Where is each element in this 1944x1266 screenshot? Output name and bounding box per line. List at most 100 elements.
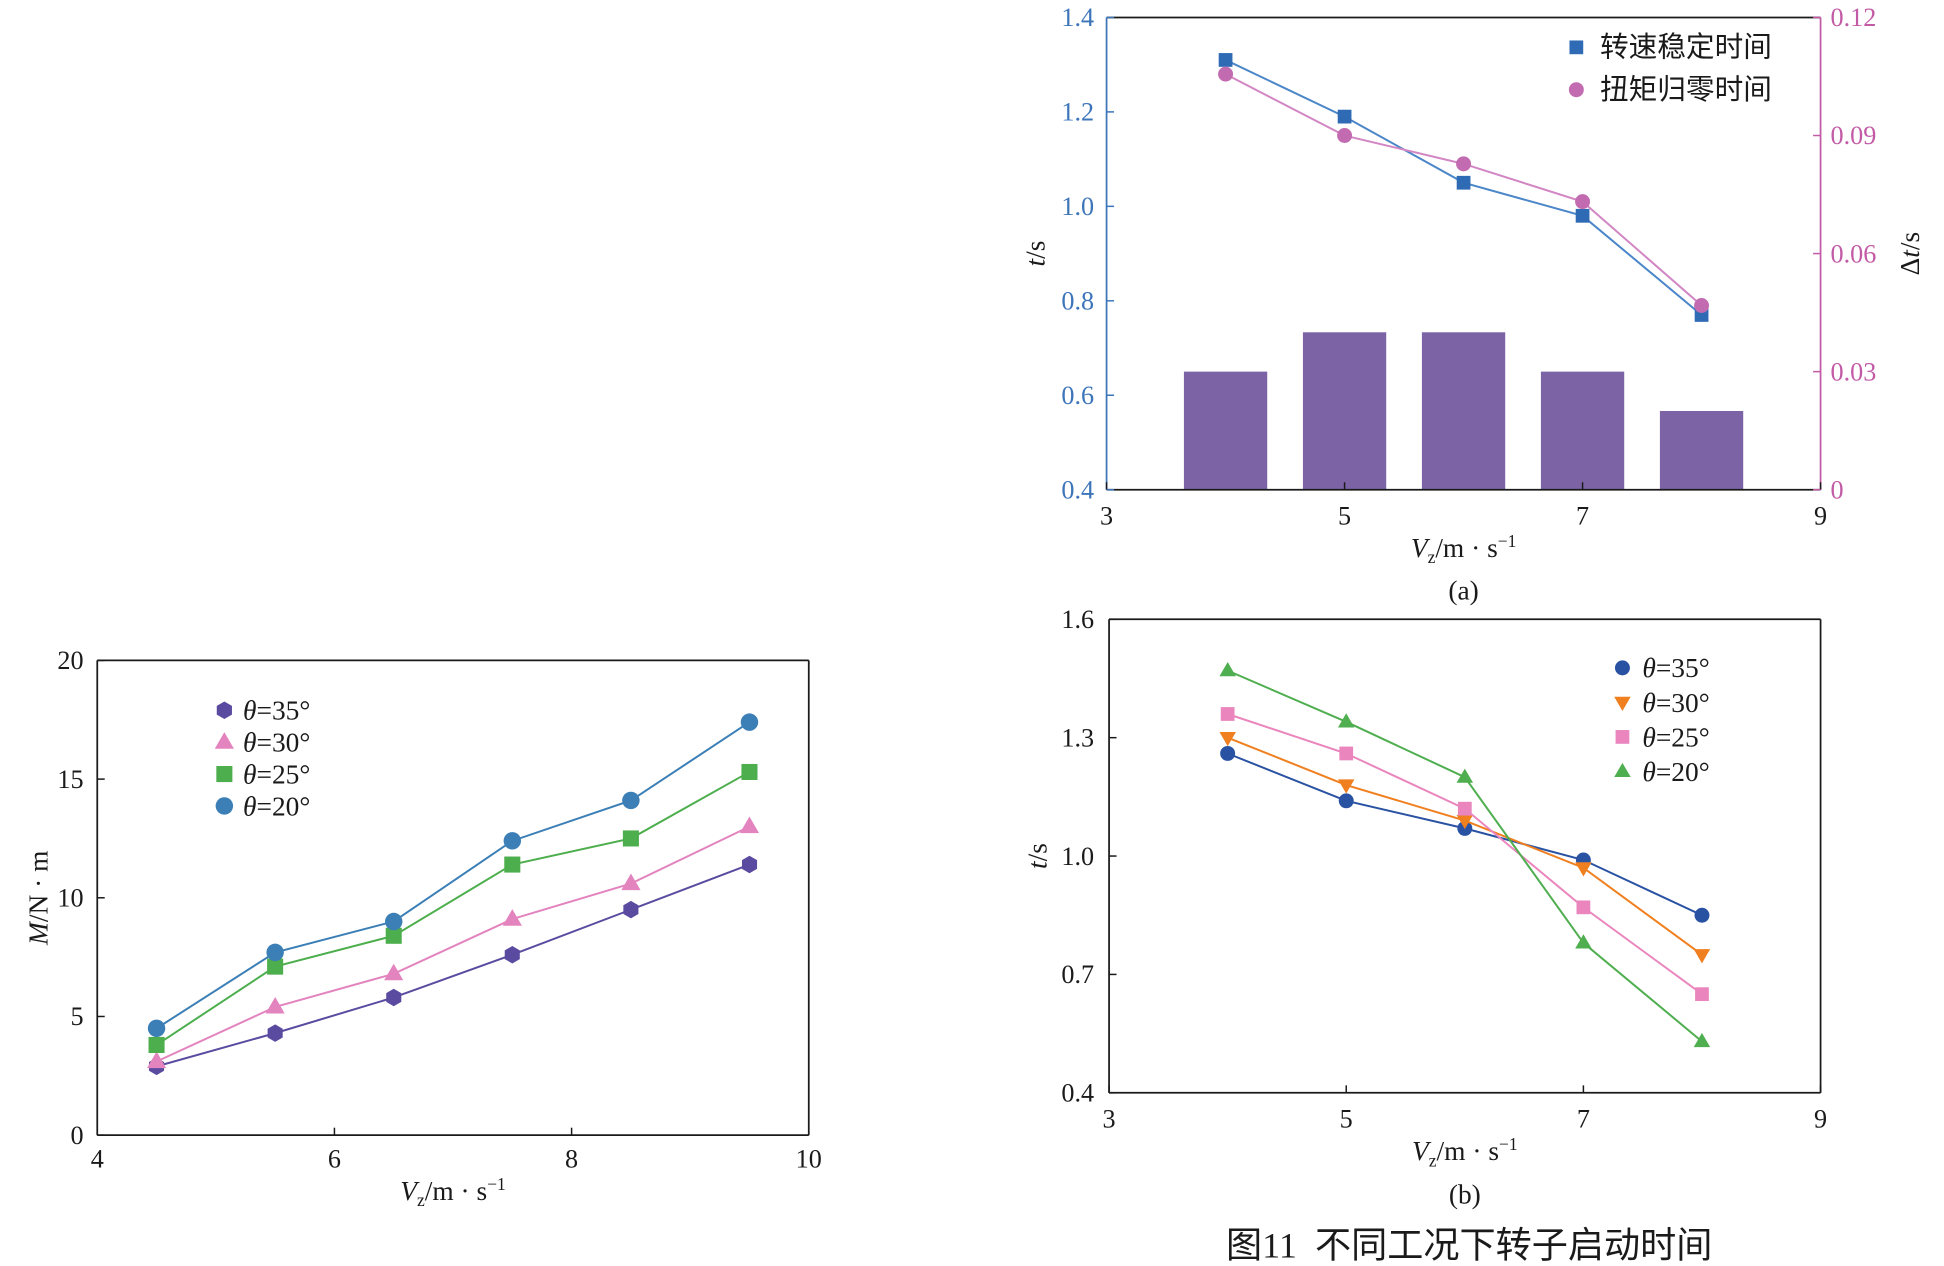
y2-tick-label-5: 0.12 xyxy=(1831,3,1877,32)
series-1-point-5 xyxy=(623,900,639,919)
y-tick-label-1: 0.4 xyxy=(1061,1079,1094,1108)
y-axis-label-unit: /s xyxy=(1020,241,1050,259)
x-tick-label-1: 3 xyxy=(1103,1105,1116,1134)
x-axis-label-unit: /m · s xyxy=(1437,1136,1499,1166)
series-2-point-2 xyxy=(1337,128,1353,143)
legend-label-text: 转速稳定时间 xyxy=(1600,32,1772,64)
legend-label-2: θ=30° xyxy=(243,728,310,758)
legend-label-symbol: θ xyxy=(243,696,256,726)
legend-label-symbol: θ xyxy=(243,759,256,789)
x-tick-label-4: 9 xyxy=(1814,1105,1827,1134)
y-axis-label-variable: t xyxy=(1023,860,1053,869)
y2-axis-label-unit: /s xyxy=(1895,232,1925,250)
y2-axis-label-variable: t xyxy=(1895,249,1925,258)
y-tick-label-5: 20 xyxy=(57,646,83,675)
series-4-point-3 xyxy=(385,912,403,931)
x-tick-label-3: 7 xyxy=(1577,1105,1590,1134)
series-2-point-1 xyxy=(1218,66,1234,82)
series-1-point-2 xyxy=(1337,109,1352,124)
y-axis-label: M/N · m xyxy=(23,851,53,946)
series-line-1 xyxy=(156,863,750,1068)
series-2-point-2 xyxy=(265,996,285,1014)
y-axis-label-variable: t xyxy=(1020,258,1050,267)
y2-tick-label-4: 0.09 xyxy=(1831,121,1877,150)
panel-label: (a) xyxy=(1448,575,1478,605)
series-4-point-1 xyxy=(147,1019,166,1038)
y-axis-label-unit: /N · m xyxy=(23,851,53,923)
y-axis-label-variable: M xyxy=(23,920,53,946)
figure-caption: 图11 不同工况下转子启动时间 xyxy=(1226,1225,1712,1265)
series-2-point-3 xyxy=(384,963,404,981)
legend-label-3: θ=25° xyxy=(243,759,310,789)
y-tick-label-3: 0.8 xyxy=(1061,287,1094,316)
panel-label: (b) xyxy=(1449,1180,1481,1210)
x-axis-label: Vz/m · s−1 xyxy=(1411,531,1517,567)
series-2-point-4 xyxy=(1575,862,1592,877)
x-axis-label-subscript: z xyxy=(417,1190,425,1210)
series-line-2 xyxy=(156,825,750,1063)
series-line-3 xyxy=(1227,713,1703,995)
delta-t-bar-1 xyxy=(1183,371,1268,490)
legend-label-4: θ=20° xyxy=(1642,757,1709,787)
series-4-point-4 xyxy=(503,832,522,850)
x-axis-label-superscript: −1 xyxy=(1499,1134,1518,1154)
legend-marker-3 xyxy=(216,766,233,783)
series-line-2 xyxy=(1225,73,1703,307)
x-tick-label-1: 3 xyxy=(1100,502,1113,531)
y2-axis-label: Δt/s xyxy=(1895,232,1925,276)
x-axis-label-variable: V xyxy=(1411,533,1431,563)
series-4-point-2 xyxy=(1337,713,1355,728)
x-tick-label-2: 5 xyxy=(1338,502,1351,531)
x-axis-label-superscript: −1 xyxy=(487,1174,506,1194)
series-1-point-3 xyxy=(1456,175,1471,190)
x-axis-label-variable: V xyxy=(400,1176,420,1206)
series-3-point-4 xyxy=(1576,900,1591,915)
series-4-point-4 xyxy=(1575,934,1592,949)
series-2-point-1 xyxy=(146,1051,167,1069)
x-axis-label-superscript: −1 xyxy=(1498,531,1517,551)
x-tick-label-2: 5 xyxy=(1340,1105,1353,1134)
series-3-point-1 xyxy=(1220,707,1235,721)
y-tick-label-5: 1.2 xyxy=(1061,98,1094,127)
legend-marker-2 xyxy=(1614,696,1631,712)
delta-t-bar-5 xyxy=(1659,410,1744,490)
series-4-point-6 xyxy=(740,713,759,731)
y-tick-label-4: 1.0 xyxy=(1061,192,1094,221)
series-3-point-5 xyxy=(622,830,639,847)
series-3-point-2 xyxy=(1339,746,1354,761)
chart-a-startup-time: 3 5 7 9 0.4 0.6 0.8 1.0 1.2 1.4 0 0.03 0.06 0.09 0.12 V… xyxy=(1020,3,1925,605)
legend-label-symbol: θ xyxy=(243,728,256,758)
x-tick-label-3: 8 xyxy=(565,1145,578,1174)
legend-label-3: θ=25° xyxy=(1642,722,1709,752)
y2-tick-label-2: 0.03 xyxy=(1831,357,1877,386)
series-2-point-6 xyxy=(739,816,760,834)
series-2-point-3 xyxy=(1456,814,1474,830)
y-tick-label-1: 0.4 xyxy=(1061,475,1094,504)
series-1-point-2 xyxy=(267,1024,283,1042)
x-axis-label-unit: /m · s xyxy=(1435,533,1497,563)
legend-label-value: =20° xyxy=(1656,757,1710,787)
y-tick-label-3: 1.0 xyxy=(1061,842,1094,871)
legend-label-symbol: θ xyxy=(1642,653,1655,683)
x-tick-label-1: 4 xyxy=(91,1145,104,1174)
legend-label-1: 转速稳定时间 xyxy=(1600,32,1772,64)
y2-tick-label-3: 0.06 xyxy=(1831,239,1877,268)
legend-marker-1 xyxy=(1614,660,1630,676)
series-3-point-6 xyxy=(741,763,758,781)
series-4-point-5 xyxy=(622,791,640,810)
x-axis-label-unit: /m · s xyxy=(425,1176,487,1206)
y-tick-label-4: 1.3 xyxy=(1061,723,1094,752)
legend-marker-2 xyxy=(1568,82,1584,98)
x-tick-label-3: 7 xyxy=(1576,502,1589,531)
series-1-point-1 xyxy=(1220,745,1236,761)
series-3-point-4 xyxy=(504,856,521,873)
y-tick-label-1: 0 xyxy=(70,1121,83,1150)
y2-axis-label-prefix: Δ xyxy=(1895,258,1925,276)
series-2-point-3 xyxy=(1456,156,1472,172)
series-3-point-1 xyxy=(148,1036,165,1053)
y-tick-label-2: 5 xyxy=(70,1002,83,1031)
legend-marker-1 xyxy=(1569,40,1584,55)
y-axis-label: t/s xyxy=(1020,241,1050,267)
